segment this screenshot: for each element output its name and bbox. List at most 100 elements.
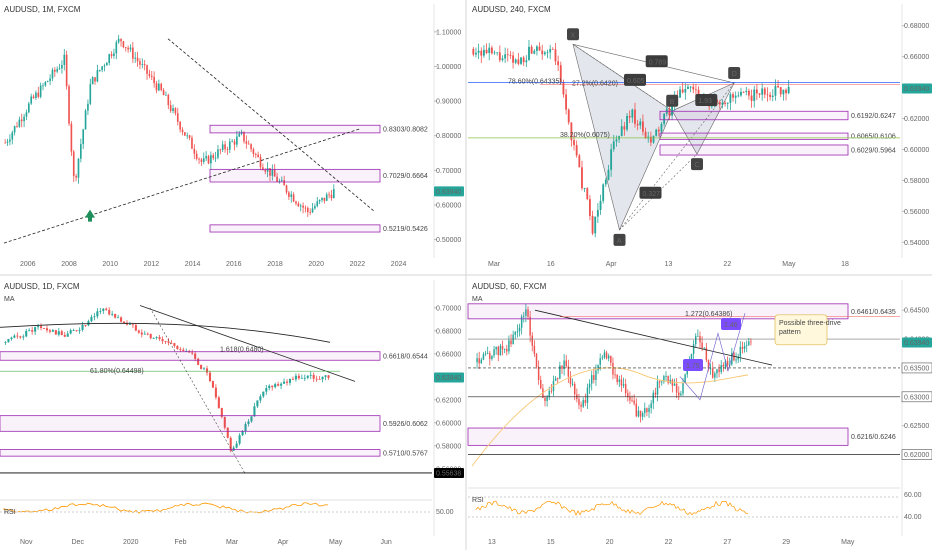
- candle-body: [309, 374, 312, 376]
- candle-body: [212, 155, 215, 159]
- time-tick-label: May: [782, 261, 796, 268]
- candle-body: [721, 102, 724, 105]
- candle-body: [618, 379, 621, 382]
- candle-body: [580, 404, 582, 407]
- candle-body: [179, 349, 182, 350]
- candle-body: [203, 368, 206, 370]
- candle-body: [330, 194, 333, 199]
- candle-body: [657, 129, 660, 132]
- candle-body: [627, 393, 629, 397]
- candle-body: [113, 53, 115, 56]
- candle-body: [105, 308, 108, 310]
- candle-body: [228, 141, 231, 150]
- candle-body: [332, 189, 335, 199]
- candle-body: [262, 167, 264, 171]
- candle-body: [488, 47, 491, 54]
- candle-body: [569, 376, 572, 385]
- zone-label: 0.6065/0.6106: [851, 134, 896, 141]
- candle-body: [495, 346, 497, 350]
- fib-label: 61.80%(0.64498): [90, 368, 144, 375]
- candle-body: [99, 310, 102, 312]
- fib-label: 1.618(0.6480): [220, 347, 264, 354]
- candle-body: [6, 141, 9, 143]
- candle-body: [122, 321, 126, 324]
- level-tag: [901, 362, 932, 374]
- candle-body: [280, 180, 283, 181]
- candle-body: [111, 313, 114, 315]
- candle-body: [525, 60, 528, 63]
- candle-body: [514, 59, 517, 63]
- level-label: 0.62000: [904, 452, 929, 459]
- candle-body: [87, 321, 90, 326]
- candle-body: [54, 69, 56, 72]
- fib-label: 38.20%(0.6075): [560, 132, 610, 139]
- low-price-tag: [434, 467, 464, 478]
- candle-body: [486, 352, 489, 354]
- candle-body: [554, 49, 557, 62]
- time-tick-label: Feb: [175, 539, 187, 546]
- rsi-tick-label: 60.00: [904, 492, 922, 499]
- candle-body: [663, 113, 666, 124]
- candle-body: [278, 180, 281, 182]
- candle-body: [295, 201, 297, 204]
- candle-body: [153, 76, 155, 84]
- panel-1h[interactable]: AUDUSD, 60, FXCM MA 0.6461/0.6435 0.6216/…: [467, 282, 932, 546]
- candle-body: [673, 383, 676, 386]
- candle-body: [22, 336, 25, 338]
- time-tick-label: Jun: [381, 539, 392, 546]
- candle-body: [559, 365, 561, 379]
- candle-body: [601, 357, 604, 359]
- candle-body: [509, 55, 512, 56]
- candle-body: [285, 185, 288, 193]
- candle-body: [639, 121, 642, 126]
- candle-body: [136, 57, 139, 62]
- candle-body: [127, 47, 129, 50]
- candle-body: [122, 41, 125, 48]
- candle-body: [604, 179, 607, 185]
- annotation-text: Possible three-drive: [779, 320, 841, 327]
- candle-body: [217, 397, 220, 408]
- candle-body: [734, 95, 737, 98]
- candle-body: [299, 205, 302, 207]
- price-tick-label: 0.62000: [436, 397, 461, 404]
- supply-demand-zone: [209, 168, 381, 183]
- candle-body: [30, 96, 33, 104]
- candle-body: [535, 353, 538, 367]
- time-tick-label: 2018: [267, 261, 283, 268]
- pattern-ratio-box: [624, 73, 646, 86]
- panel-monthly[interactable]: AUDUSD, 1M, FXCM 0.8303/0.8082 0.7029/0.6…: [3, 5, 464, 268]
- candle-body: [115, 42, 118, 54]
- candle-body: [89, 84, 92, 104]
- rsi-tick-label: 50.00: [436, 509, 454, 516]
- price-tick-label: 1.10000: [436, 29, 461, 36]
- candle-body: [167, 94, 170, 106]
- current-price-label: 0.63940: [904, 340, 929, 347]
- candle-body: [238, 435, 241, 444]
- candle-body: [626, 115, 628, 130]
- candle-body: [503, 348, 506, 350]
- supply-demand-zone: [467, 303, 849, 320]
- candle-body: [318, 379, 321, 380]
- zone-label: 0.6461/0.6435: [851, 309, 896, 316]
- candle-body: [96, 311, 99, 317]
- time-tick-label: 2010: [102, 261, 118, 268]
- moving-average-line: [0, 322, 331, 343]
- candle-body: [624, 384, 627, 394]
- price-tick-label: 0.70000: [436, 305, 461, 312]
- candle-body: [207, 156, 210, 164]
- candle-body: [311, 208, 314, 213]
- candle-body: [288, 379, 292, 383]
- candle-body: [709, 368, 712, 370]
- candle-body: [70, 123, 73, 152]
- candle-body: [525, 309, 527, 316]
- zone-label: 0.6216/0.6246: [851, 434, 896, 441]
- time-tick-label: May: [841, 539, 855, 546]
- candle-body: [680, 393, 682, 396]
- panel-4h[interactable]: AUDUSD, 240, FXCM 0.6192/0.6247 0.6065/0.…: [468, 5, 932, 268]
- candle-body: [13, 335, 16, 338]
- candle-body: [266, 168, 269, 172]
- candle-body: [748, 341, 750, 346]
- candle-body: [148, 73, 151, 76]
- panel-daily[interactable]: AUDUSD, 1D, FXCM MA 0.6618/0.6544 0.5926/…: [0, 282, 464, 546]
- candle-body: [570, 122, 573, 141]
